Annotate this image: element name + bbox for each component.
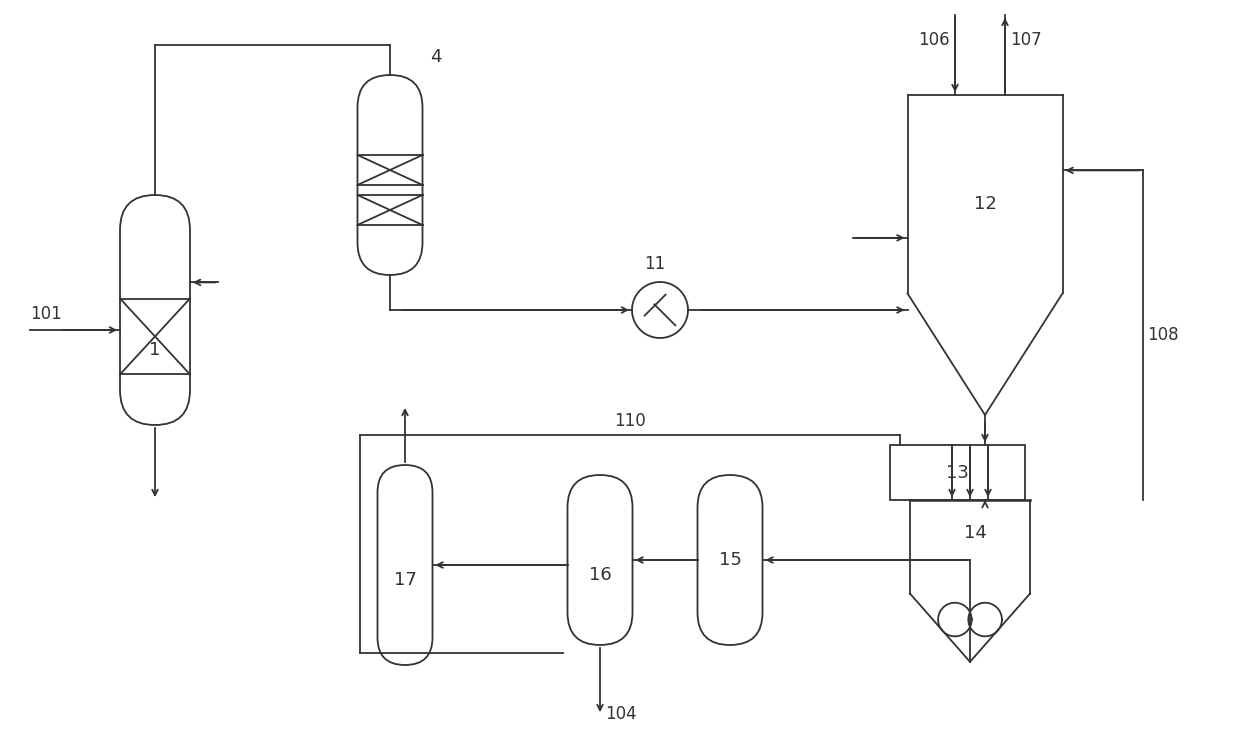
Text: 16: 16	[589, 566, 611, 584]
Bar	[890, 445, 1025, 500]
Text: 4: 4	[430, 48, 441, 66]
Text: 13: 13	[946, 464, 968, 481]
Text: 110: 110	[614, 412, 646, 430]
Text: 108: 108	[1147, 326, 1179, 344]
Text: 107: 107	[1011, 31, 1042, 49]
FancyBboxPatch shape	[357, 75, 423, 275]
Text: 106: 106	[919, 31, 950, 49]
FancyBboxPatch shape	[568, 475, 632, 645]
FancyBboxPatch shape	[377, 465, 433, 665]
Text: 12: 12	[973, 195, 997, 213]
Text: 101: 101	[30, 305, 62, 323]
Text: 104: 104	[605, 705, 636, 723]
Text: 17: 17	[393, 571, 417, 589]
FancyBboxPatch shape	[120, 195, 190, 425]
Text: 1: 1	[149, 341, 161, 359]
Text: 15: 15	[718, 551, 742, 569]
FancyBboxPatch shape	[697, 475, 763, 645]
Text: 11: 11	[645, 255, 666, 273]
Text: 14: 14	[963, 524, 987, 542]
